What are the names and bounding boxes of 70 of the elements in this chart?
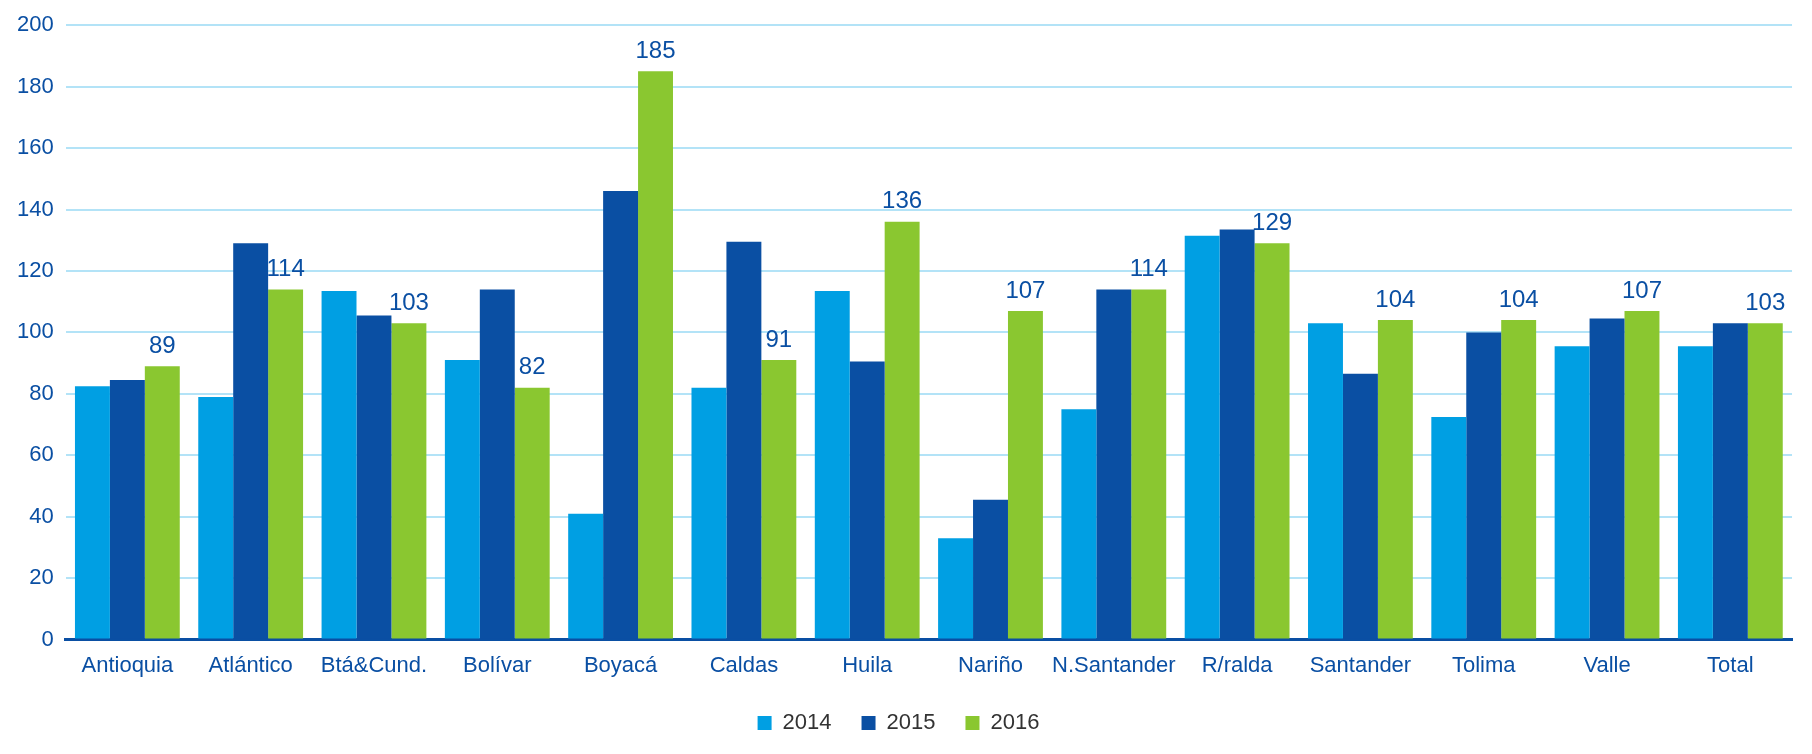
bar bbox=[1007, 310, 1043, 639]
x-tick-label: Caldas bbox=[709, 651, 779, 677]
x-tick-label: Bolívar bbox=[463, 651, 532, 677]
bar bbox=[391, 323, 427, 639]
x-tick-label: Antioquia bbox=[81, 651, 174, 677]
bar bbox=[1501, 320, 1537, 639]
x-tick-label: Boyacá bbox=[583, 651, 659, 677]
y-tick-label: 140 bbox=[16, 195, 54, 221]
data-label: 114 bbox=[266, 254, 305, 282]
x-tick-label: R/ralda bbox=[1201, 651, 1274, 677]
y-tick-label: 200 bbox=[16, 11, 54, 37]
data-label: 91 bbox=[765, 324, 793, 352]
bar bbox=[568, 513, 604, 639]
y-tick-label: 100 bbox=[16, 318, 54, 344]
bar bbox=[514, 387, 550, 639]
bar bbox=[1061, 409, 1097, 639]
bar bbox=[144, 366, 180, 639]
bar bbox=[884, 221, 920, 639]
bar bbox=[1184, 235, 1220, 639]
legend-label: 2015 bbox=[886, 709, 936, 735]
bar bbox=[938, 538, 974, 639]
bar bbox=[444, 360, 480, 639]
legend-label: 2014 bbox=[782, 709, 832, 735]
data-label: 107 bbox=[1005, 275, 1046, 303]
data-label: 103 bbox=[1745, 287, 1786, 315]
data-label: 185 bbox=[635, 35, 676, 63]
bar bbox=[1624, 310, 1660, 639]
bar bbox=[638, 71, 673, 639]
x-tick-label: Santander bbox=[1309, 651, 1412, 677]
y-tick-label: 180 bbox=[16, 72, 54, 98]
bar bbox=[761, 360, 797, 639]
x-tick-label: N.Santander bbox=[1052, 651, 1176, 677]
bar bbox=[1431, 416, 1467, 639]
data-label: 114 bbox=[1129, 254, 1168, 282]
bar bbox=[268, 289, 304, 639]
y-tick-label: 60 bbox=[29, 441, 54, 467]
bar bbox=[74, 386, 110, 639]
bar bbox=[1677, 346, 1713, 639]
y-tick-label: 160 bbox=[16, 134, 54, 160]
data-label: 104 bbox=[1375, 284, 1416, 312]
bar bbox=[1554, 346, 1590, 639]
x-tick-label: Total bbox=[1707, 651, 1754, 677]
data-label: 129 bbox=[1252, 207, 1293, 235]
bar bbox=[1747, 323, 1783, 639]
data-label: 103 bbox=[388, 287, 429, 315]
y-tick-label: 120 bbox=[16, 257, 54, 283]
bar bbox=[198, 396, 234, 639]
data-label: 107 bbox=[1621, 275, 1662, 303]
bar bbox=[1131, 289, 1167, 639]
data-label: 136 bbox=[882, 186, 923, 214]
data-label: 104 bbox=[1498, 284, 1539, 312]
x-tick-label: Btá&Cund. bbox=[320, 651, 428, 677]
data-label: 82 bbox=[518, 352, 546, 380]
x-tick-label: Huila bbox=[842, 651, 894, 677]
x-tick-label: Valle bbox=[1583, 651, 1631, 677]
data-label: 89 bbox=[148, 330, 176, 358]
legend-label: 2016 bbox=[990, 709, 1040, 735]
y-tick-label: 40 bbox=[29, 502, 54, 528]
y-tick-label: 80 bbox=[29, 379, 54, 405]
bar bbox=[691, 387, 727, 639]
bar bbox=[814, 290, 850, 639]
x-tick-label: Atlántico bbox=[208, 651, 293, 677]
x-tick-label: Nariño bbox=[958, 651, 1023, 677]
y-tick-label: 0 bbox=[41, 625, 54, 651]
bar bbox=[1377, 320, 1413, 639]
y-tick-label: 20 bbox=[29, 564, 54, 590]
bar bbox=[1254, 243, 1290, 639]
bar bbox=[1308, 323, 1343, 639]
x-tick-label: Tolima bbox=[1451, 651, 1517, 677]
bar bbox=[321, 290, 357, 639]
